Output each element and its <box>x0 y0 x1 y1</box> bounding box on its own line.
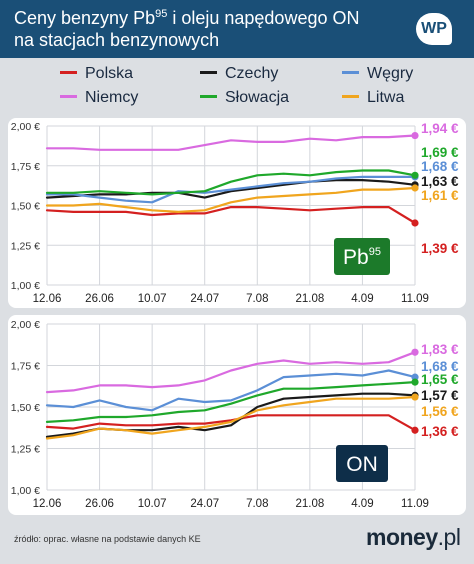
legend-item-niemcy: Niemcy <box>60 89 138 107</box>
fuel-badge <box>334 238 390 275</box>
legend-item-wegry: Węgry <box>342 65 413 83</box>
series-line-litwa <box>45 186 417 213</box>
x-tick-label: 7.08 <box>246 498 268 510</box>
source-note: źródło: oprac. własne na podstawie danyc… <box>14 534 201 544</box>
series-end-point-litwa <box>411 393 419 401</box>
legend-label: Niemcy <box>85 89 139 106</box>
header-banner: Ceny benzyny Pb95 i oleju napędowego ON … <box>0 0 474 58</box>
money-pl-brand: money.pl <box>366 524 461 550</box>
legend-item-litwa: Litwa <box>342 89 404 107</box>
y-tick-label: 1,25 € <box>11 444 40 456</box>
y-tick-label: 1,50 € <box>11 201 40 213</box>
series-end-label-czechy: 1,57 € <box>421 388 459 403</box>
series-line-czechy <box>45 179 417 199</box>
legend-swatch <box>342 71 359 75</box>
x-tick-label: 21.08 <box>295 293 324 305</box>
x-tick-label: 12.06 <box>33 498 62 510</box>
series-end-label-wegry: 1,68 € <box>421 159 459 174</box>
chart-panel-on: 2,00 € 1,75 € 1,50 € 1,25 € 1,00 €12.06 26.06… <box>8 315 466 515</box>
series-line-niemcy <box>45 134 417 151</box>
legend-swatch <box>342 95 359 99</box>
x-tick-label: 4.09 <box>351 498 373 510</box>
fuel-badge <box>336 445 388 482</box>
series-line-niemcy <box>45 351 417 394</box>
legend-swatch <box>200 95 217 99</box>
series-end-label-slowacja: 1,69 € <box>421 145 459 160</box>
x-tick-label: 10.07 <box>138 498 167 510</box>
series-end-label-niemcy: 1,94 € <box>421 121 459 136</box>
legend: Polska Czechy Węgry Niemcy Słowacja Litw… <box>0 58 474 118</box>
fuel-badge-label: ON <box>346 453 378 476</box>
legend-label: Czechy <box>225 65 279 82</box>
title-line-2: na stacjach benzynowych <box>14 30 220 50</box>
series-end-label-litwa: 1,56 € <box>421 404 459 419</box>
series-end-label-polska: 1,36 € <box>421 424 459 439</box>
legend-swatch <box>200 71 217 75</box>
series-end-point-litwa <box>411 184 419 192</box>
x-tick-label: 26.06 <box>85 293 114 305</box>
x-tick-label: 11.09 <box>401 498 429 510</box>
x-tick-label: 26.06 <box>85 498 114 510</box>
x-tick-label: 7.08 <box>246 293 268 305</box>
title-line-1: Ceny benzyny Pb95 i oleju napędowego ON <box>14 8 360 28</box>
series-end-label-slowacja: 1,65 € <box>421 372 459 387</box>
y-tick-label: 2,00 € <box>11 319 40 331</box>
series-end-label-litwa: 1,61 € <box>421 188 459 203</box>
series-end-point-polska <box>411 426 419 434</box>
x-tick-label: 24.07 <box>190 498 219 510</box>
legend-label: Słowacja <box>225 89 290 106</box>
series-end-point-slowacja <box>411 378 419 386</box>
x-tick-label: 24.07 <box>190 293 219 305</box>
legend-label: Węgry <box>367 65 414 82</box>
series-line-litwa <box>45 395 417 440</box>
series-end-point-wegry <box>411 373 419 381</box>
x-tick-label: 12.06 <box>33 293 62 305</box>
x-tick-label: 21.08 <box>295 498 324 510</box>
series-line-slowacja <box>45 381 417 423</box>
y-tick-label: 1,75 € <box>11 361 40 373</box>
chart-panel-pb: 2,00 € 1,75 € 1,50 € 1,25 € 1,00 €12.06 26.06… <box>8 118 466 308</box>
x-tick-label: 4.09 <box>351 293 373 305</box>
y-tick-label: 1,25 € <box>11 240 40 252</box>
fuel-badge-label: Pb95 <box>343 246 381 269</box>
legend-item-polska: Polska <box>60 65 133 83</box>
x-tick-label: 11.09 <box>401 293 429 305</box>
series-line-wegry <box>45 175 417 204</box>
legend-label: Litwa <box>367 89 405 106</box>
y-tick-label: 1,75 € <box>11 161 40 173</box>
legend-label: Polska <box>85 65 134 82</box>
y-tick-label: 1,50 € <box>11 402 40 414</box>
series-end-label-polska: 1,39 € <box>421 241 459 256</box>
legend-item-slowacja: Słowacja <box>200 89 289 107</box>
series-line-wegry <box>45 369 417 412</box>
series-line-polska <box>45 414 417 432</box>
series-end-point-slowacja <box>411 171 419 179</box>
x-tick-label: 10.07 <box>138 293 167 305</box>
series-end-point-polska <box>411 219 419 227</box>
legend-item-czechy: Czechy <box>200 65 278 83</box>
y-tick-label: 2,00 € <box>11 121 40 133</box>
legend-swatch <box>60 95 77 99</box>
series-end-label-czechy: 1,63 € <box>421 174 459 189</box>
series-end-point-niemcy <box>411 131 419 140</box>
chart-card <box>8 315 466 515</box>
y-tick-label: 1,00 € <box>11 280 40 292</box>
series-line-slowacja <box>45 169 417 196</box>
series-end-label-niemcy: 1,83 € <box>421 342 459 357</box>
series-end-label-wegry: 1,68 € <box>421 359 459 374</box>
series-end-point-niemcy <box>411 348 419 356</box>
series-line-polska <box>45 206 417 225</box>
y-tick-label: 1,00 € <box>11 485 40 497</box>
wp-logo: WP <box>416 13 452 45</box>
legend-swatch <box>60 71 77 75</box>
